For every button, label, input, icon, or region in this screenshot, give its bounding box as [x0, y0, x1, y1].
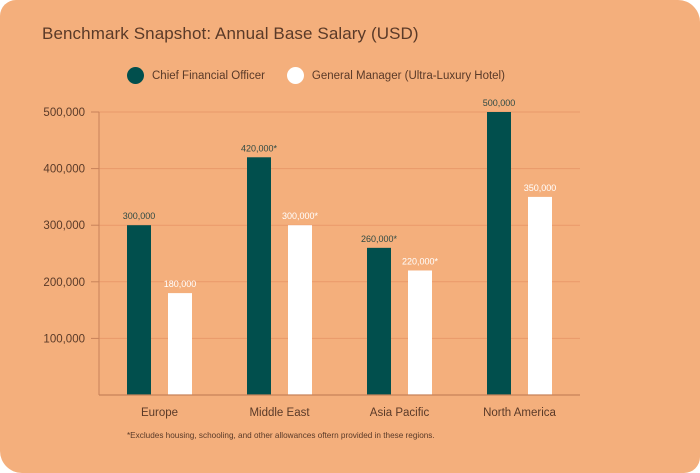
legend-label-gm: General Manager (Ultra-Luxury Hotel)	[311, 69, 505, 82]
bar-gm	[528, 196, 552, 395]
y-tick-label: 500,000	[43, 107, 85, 119]
bar-cfo	[247, 157, 271, 395]
x-tick-label: Europe	[141, 407, 178, 419]
data-label: 420,000*	[241, 143, 278, 153]
y-tick-label: 400,000	[43, 164, 85, 176]
chart-title: Benchmark Snapshot: Annual Base Salary (…	[42, 24, 419, 43]
data-label: 300,000*	[282, 211, 319, 221]
data-label: 300,000	[123, 211, 156, 221]
data-label: 500,000	[483, 98, 516, 108]
legend: Chief Financial Officer General Manager …	[127, 67, 527, 84]
y-tick-label: 200,000	[43, 277, 85, 289]
data-label: 180,000	[164, 279, 197, 289]
bar-cfo	[367, 247, 391, 395]
legend-item-cfo: Chief Financial Officer	[127, 67, 265, 84]
legend-swatch-cfo	[127, 67, 144, 84]
bar-gm	[408, 270, 432, 395]
data-label: 260,000*	[361, 234, 398, 244]
bar-gm	[168, 293, 192, 395]
data-label: 350,000	[524, 183, 557, 193]
bar-cfo	[487, 112, 511, 395]
bar-gm	[288, 225, 312, 395]
y-tick-label: 300,000	[43, 220, 85, 232]
legend-item-gm: General Manager (Ultra-Luxury Hotel)	[286, 67, 505, 84]
y-tick-label: 100,000	[43, 333, 85, 345]
bar-cfo	[127, 225, 151, 395]
footnote: *Excludes housing, schooling, and other …	[127, 431, 435, 440]
legend-swatch-gm	[286, 67, 304, 84]
x-tick-label: North America	[483, 407, 556, 419]
legend-label-cfo: Chief Financial Officer	[152, 69, 265, 82]
x-tick-label: Middle East	[249, 407, 310, 419]
x-tick-label: Asia Pacific	[370, 407, 430, 419]
data-label: 220,000*	[402, 256, 439, 266]
